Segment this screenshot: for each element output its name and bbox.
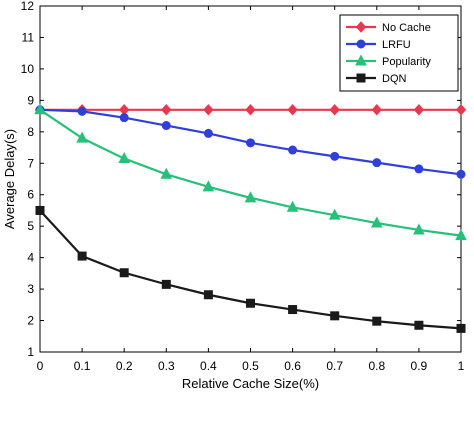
data-point-no-cache: [329, 104, 340, 116]
x-tick-label: 0.5: [242, 359, 259, 373]
data-point-no-cache: [371, 104, 382, 116]
y-tick-label: 2: [27, 314, 34, 328]
series-popularity: [34, 103, 467, 241]
series-dqn: [35, 205, 466, 333]
y-tick-label: 3: [27, 282, 34, 296]
legend-label-no-cache: No Cache: [382, 22, 431, 34]
legend-entry-no-cache: No Cache: [346, 21, 431, 34]
data-point-lrfu: [77, 106, 87, 116]
data-point-dqn: [203, 290, 213, 300]
legend-label-lrfu: LRFU: [382, 39, 411, 51]
data-point-lrfu: [414, 164, 424, 174]
x-tick-label: 1: [458, 359, 465, 373]
data-point-dqn: [414, 320, 424, 330]
x-tick-label: 0.1: [74, 359, 91, 373]
y-tick-label: 5: [27, 219, 34, 233]
x-tick-label: 0.4: [200, 359, 217, 373]
legend-entry-dqn: DQN: [346, 73, 407, 85]
x-tick-label: 0.3: [158, 359, 175, 373]
data-point-popularity: [76, 131, 88, 143]
data-point-dqn: [456, 323, 466, 333]
y-tick-label: 4: [27, 251, 34, 265]
legend-label-popularity: Popularity: [382, 56, 431, 68]
legend-marker-lrfu: [356, 39, 366, 49]
data-point-dqn: [372, 316, 382, 326]
data-point-no-cache: [161, 104, 172, 116]
data-point-no-cache: [455, 104, 467, 116]
y-tick-label: 1: [27, 345, 34, 359]
data-point-popularity: [286, 200, 299, 212]
x-axis-label: Relative Cache Size(%): [182, 376, 319, 391]
data-point-lrfu: [246, 138, 255, 148]
data-point-popularity: [244, 191, 257, 203]
x-tick-label: 0.9: [411, 359, 428, 373]
data-point-lrfu: [330, 151, 340, 161]
legend-entry-lrfu: LRFU: [346, 39, 411, 51]
data-point-lrfu: [288, 145, 298, 155]
y-tick-label: 11: [22, 30, 35, 44]
data-point-dqn: [246, 298, 255, 308]
series-layer: [34, 103, 467, 333]
data-point-no-cache: [245, 104, 256, 116]
y-tick-label: 6: [27, 188, 34, 202]
x-tick-label: 0.6: [284, 359, 301, 373]
data-point-no-cache: [203, 104, 214, 116]
legend-marker-no-cache: [355, 21, 367, 33]
data-point-popularity: [370, 216, 383, 228]
data-point-lrfu: [456, 169, 466, 179]
data-point-no-cache: [413, 104, 425, 116]
data-point-popularity: [160, 167, 173, 179]
x-tick-label: 0.2: [116, 359, 133, 373]
legend-marker-dqn: [356, 73, 366, 83]
data-point-popularity: [328, 208, 341, 220]
data-point-popularity: [34, 103, 46, 115]
series-lrfu: [35, 105, 466, 179]
data-point-dqn: [119, 268, 129, 278]
x-tick-label: 0: [37, 359, 44, 373]
legend-entry-popularity: Popularity: [346, 54, 431, 68]
y-tick-label: 8: [27, 125, 34, 139]
y-axis-label: Average Delay(s): [2, 129, 17, 229]
data-point-dqn: [77, 251, 87, 261]
y-tick-label: 9: [27, 93, 34, 107]
legend: No Cache LRFU Popularity DQN: [339, 14, 459, 92]
data-point-dqn: [35, 205, 45, 215]
x-tick-label: 0.7: [326, 359, 343, 373]
series-no-cache: [34, 104, 467, 116]
data-point-popularity: [413, 223, 425, 235]
data-point-lrfu: [372, 158, 382, 168]
y-tick-label: 10: [21, 62, 35, 76]
data-point-lrfu: [161, 121, 171, 131]
x-tick-label: 0.8: [368, 359, 385, 373]
y-tick-label: 7: [27, 156, 34, 170]
data-point-lrfu: [119, 113, 129, 123]
data-point-dqn: [161, 279, 171, 289]
data-point-no-cache: [287, 104, 298, 116]
data-point-dqn: [330, 311, 340, 321]
data-point-dqn: [288, 305, 298, 315]
legend-label-dqn: DQN: [382, 73, 407, 85]
data-point-popularity: [118, 151, 131, 164]
legend-marker-popularity: [355, 54, 367, 66]
data-point-lrfu: [203, 128, 213, 138]
data-point-popularity: [202, 180, 215, 192]
data-point-popularity: [455, 229, 467, 241]
y-tick-label: 12: [21, 0, 35, 13]
